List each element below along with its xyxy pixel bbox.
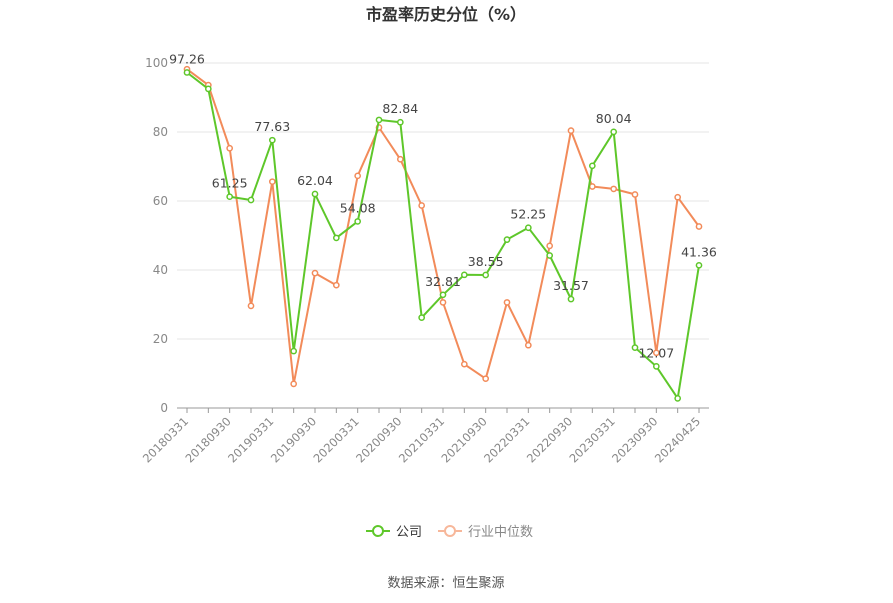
data-point[interactable] [396,118,404,126]
source-text: 数据来源：恒生聚源 [387,576,504,591]
data-point[interactable] [439,299,447,306]
data-point[interactable] [290,347,298,355]
data-point[interactable] [567,127,575,134]
x-axis-ticks: 2018033120180930201903312019093020200331… [140,408,703,466]
data-point[interactable] [226,193,234,201]
grid-lines [177,62,709,340]
data-point[interactable] [524,224,532,232]
y-axis-ticks: 0 20 40 60 80 100 [145,56,168,415]
y-tick-label: 0 [160,401,168,415]
series-0 [183,69,703,402]
data-point[interactable] [631,344,639,351]
data-point[interactable] [524,341,532,349]
y-tick-label: 20 [153,332,168,346]
y-tick-label: 60 [153,194,168,208]
data-label: 38.55 [468,254,504,269]
data-point[interactable] [610,185,618,193]
data-point[interactable] [460,271,468,279]
data-point[interactable] [268,136,276,144]
legend-marker [372,525,384,537]
data-point[interactable] [695,261,703,269]
y-tick-label: 40 [153,263,168,277]
data-point[interactable] [247,196,255,204]
data-point[interactable] [311,269,319,277]
data-label: 61.25 [212,176,248,191]
series-1 [183,65,703,388]
data-point[interactable] [247,302,255,310]
data-label: 82.84 [382,101,418,116]
data-point[interactable] [460,360,468,368]
data-label: 12.07 [638,345,674,360]
legend-label: 行业中位数 [468,525,533,540]
data-point[interactable] [332,281,340,289]
data-point[interactable] [482,271,490,279]
data-point[interactable] [354,172,362,180]
data-point[interactable] [396,155,404,163]
data-point[interactable] [418,314,426,321]
legend-item-0[interactable]: 公司 [366,525,422,540]
data-point[interactable] [439,291,447,299]
data-label: 54.08 [340,200,376,215]
data-point[interactable] [546,242,554,250]
data-point[interactable] [567,295,575,303]
data-point[interactable] [418,202,426,209]
data-labels: 97.26 61.25 77.63 62.04 54.08 82.84 32.81 38.55… [169,51,717,360]
data-point[interactable] [631,191,639,198]
data-point[interactable] [375,116,383,124]
data-point[interactable] [332,234,340,242]
y-tick-label: 80 [153,125,168,139]
legend[interactable]: 公司 行业中位数 [366,525,533,540]
data-point[interactable] [482,375,490,383]
legend-marker [444,525,456,537]
data-point[interactable] [546,252,554,259]
data-label: 32.81 [425,274,461,289]
data-point[interactable] [204,85,212,93]
data-label: 97.26 [169,51,205,66]
data-label: 31.57 [553,278,589,293]
data-point[interactable] [503,236,511,243]
series-layer [183,65,703,402]
data-point[interactable] [674,394,682,402]
data-label: 77.63 [254,119,290,134]
data-point[interactable] [652,349,660,357]
data-point[interactable] [588,183,596,190]
data-point[interactable] [695,223,703,230]
data-point[interactable] [588,162,596,170]
data-point[interactable] [290,380,298,388]
data-point[interactable] [183,69,191,76]
legend-item-1[interactable]: 行业中位数 [438,525,533,540]
data-point[interactable] [503,299,511,306]
data-point[interactable] [354,218,362,225]
legend-label: 公司 [396,525,422,540]
data-point[interactable] [652,363,660,370]
data-label: 41.36 [681,244,717,259]
data-point[interactable] [311,190,319,198]
data-point[interactable] [674,193,682,201]
chart-title: 市盈率历史分位（%） [366,5,526,24]
data-point[interactable] [610,128,618,136]
data-label: 62.04 [297,173,333,188]
y-tick-label: 100 [145,56,168,70]
data-label: 52.25 [510,207,546,222]
x-tick-label: 20240425 [652,414,703,465]
data-point[interactable] [226,144,234,152]
data-label: 80.04 [596,111,632,126]
data-point[interactable] [268,178,276,186]
